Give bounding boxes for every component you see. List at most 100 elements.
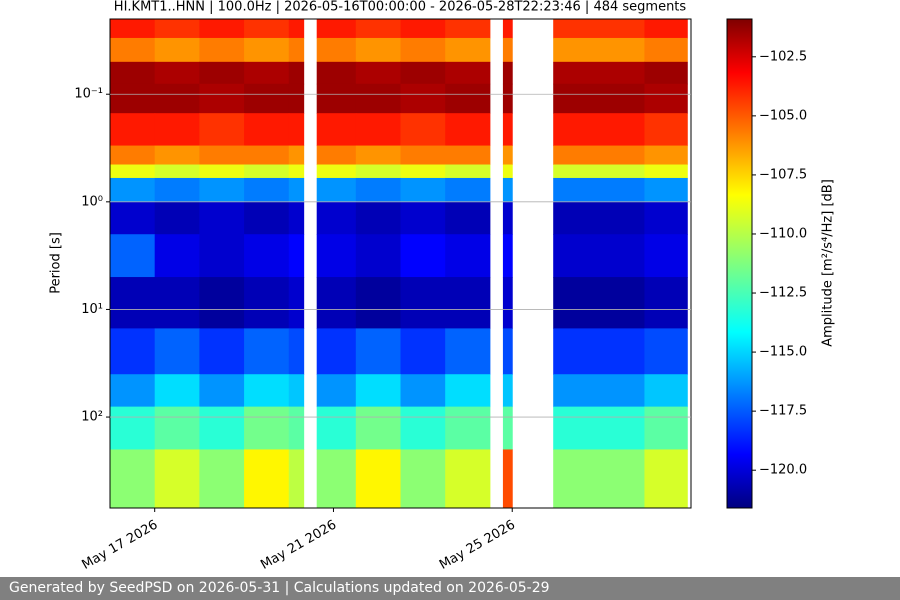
heatmap-cell bbox=[355, 449, 401, 509]
heatmap-cell bbox=[445, 19, 491, 39]
heatmap-cell bbox=[316, 145, 357, 166]
heatmap-cell bbox=[110, 164, 156, 179]
heatmap-cell bbox=[355, 164, 401, 179]
heatmap-cell bbox=[199, 83, 245, 114]
heatmap-cell bbox=[355, 374, 401, 408]
heatmap-cell bbox=[154, 449, 200, 509]
heatmap-cell bbox=[400, 328, 446, 375]
heatmap-cell bbox=[400, 164, 446, 179]
heatmap-cell bbox=[553, 449, 645, 509]
heatmap-cell bbox=[199, 328, 245, 375]
heatmap-cell bbox=[288, 61, 305, 85]
heatmap-cell bbox=[644, 145, 688, 166]
heatmap-cell bbox=[644, 113, 688, 147]
heatmap-cell bbox=[110, 37, 156, 63]
heatmap-cell bbox=[199, 374, 245, 408]
heatmap-cell bbox=[288, 234, 305, 278]
heatmap-cell bbox=[288, 113, 305, 147]
heatmap-cell bbox=[445, 449, 491, 509]
x-tick-label: May 25 2026 bbox=[437, 518, 518, 573]
heatmap-cell bbox=[316, 83, 357, 114]
heatmap-cell bbox=[502, 406, 513, 450]
heatmap-cell bbox=[154, 113, 200, 147]
heatmap-cell bbox=[316, 19, 357, 39]
heatmap-cell bbox=[502, 234, 513, 278]
heatmap-cell bbox=[244, 277, 290, 329]
plot-frame bbox=[109, 18, 692, 509]
heatmap-cell bbox=[244, 113, 290, 147]
x-tick-label: May 17 2026 bbox=[80, 518, 161, 573]
heatmap-cell bbox=[154, 277, 200, 329]
colorbar-tick-label: −110.0 bbox=[759, 226, 807, 241]
heatmap-cell bbox=[110, 145, 156, 166]
heatmap-cell bbox=[154, 145, 200, 166]
heatmap-cell bbox=[400, 201, 446, 235]
heatmap-cell bbox=[553, 145, 645, 166]
y-tick-label: 10⁰ bbox=[81, 194, 103, 209]
heatmap-cell bbox=[288, 406, 305, 450]
heatmap-cell bbox=[553, 328, 645, 375]
heatmap-cell bbox=[110, 83, 156, 114]
heatmap-cell bbox=[244, 406, 290, 450]
heatmap-cell bbox=[400, 145, 446, 166]
heatmap-cell bbox=[316, 328, 357, 375]
heatmap-cell bbox=[400, 406, 446, 450]
heatmap-cell bbox=[445, 374, 491, 408]
heatmap-cell bbox=[553, 113, 645, 147]
heatmap-cell bbox=[400, 277, 446, 329]
heatmap-cell bbox=[502, 83, 513, 114]
heatmap-cell bbox=[502, 37, 513, 63]
heatmap-cell bbox=[445, 234, 491, 278]
heatmap-cell bbox=[244, 145, 290, 166]
colorbar-tick-label: −107.5 bbox=[759, 167, 807, 182]
heatmap-cell bbox=[154, 177, 200, 203]
heatmap-cell bbox=[288, 145, 305, 166]
colorbar-tick-label: −112.5 bbox=[759, 286, 807, 301]
heatmap-cell bbox=[316, 374, 357, 408]
heatmap-cell bbox=[355, 145, 401, 166]
colorbar-tick-label: −105.0 bbox=[759, 108, 807, 123]
heatmap-cell bbox=[644, 234, 688, 278]
heatmap-cell bbox=[644, 201, 688, 235]
y-axis-label: Period [s] bbox=[49, 232, 64, 294]
heatmap-cell bbox=[644, 449, 688, 509]
heatmap-cell bbox=[316, 113, 357, 147]
heatmap-cell bbox=[553, 61, 645, 85]
heatmap-cell bbox=[288, 201, 305, 235]
heatmap-cell bbox=[199, 449, 245, 509]
heatmap-cell bbox=[445, 328, 491, 375]
heatmap-cell bbox=[445, 83, 491, 114]
heatmap-cell bbox=[110, 113, 156, 147]
heatmap-cell bbox=[553, 201, 645, 235]
heatmap-cell bbox=[445, 145, 491, 166]
heatmap-cell bbox=[502, 145, 513, 166]
heatmap-cell bbox=[445, 164, 491, 179]
heatmap-cell bbox=[288, 164, 305, 179]
heatmap-cell bbox=[355, 177, 401, 203]
heatmap-cell bbox=[400, 177, 446, 203]
heatmap-cell bbox=[244, 19, 290, 39]
heatmap-cell bbox=[110, 19, 156, 39]
heatmap-cell bbox=[400, 61, 446, 85]
heatmap-cell bbox=[644, 164, 688, 179]
heatmap-cell bbox=[553, 406, 645, 450]
heatmap-cell bbox=[199, 113, 245, 147]
heatmap-cell bbox=[288, 19, 305, 39]
heatmap-cell bbox=[244, 449, 290, 509]
heatmap-cell bbox=[154, 374, 200, 408]
heatmap-cell bbox=[244, 83, 290, 114]
heatmap-cell bbox=[502, 61, 513, 85]
heatmap-cell bbox=[110, 177, 156, 203]
heatmap-cell bbox=[110, 61, 156, 85]
y-tick-label: 10⁻¹ bbox=[74, 87, 103, 102]
heatmap-cell bbox=[154, 328, 200, 375]
heatmap-cell bbox=[644, 19, 688, 39]
heatmap-cell bbox=[502, 201, 513, 235]
heatmap-cell bbox=[244, 234, 290, 278]
heatmap-cell bbox=[244, 164, 290, 179]
heatmap-cell bbox=[110, 201, 156, 235]
heatmap-cell bbox=[355, 61, 401, 85]
heatmap-cell bbox=[553, 37, 645, 63]
heatmap-cell bbox=[502, 374, 513, 408]
heatmap-cell bbox=[154, 61, 200, 85]
